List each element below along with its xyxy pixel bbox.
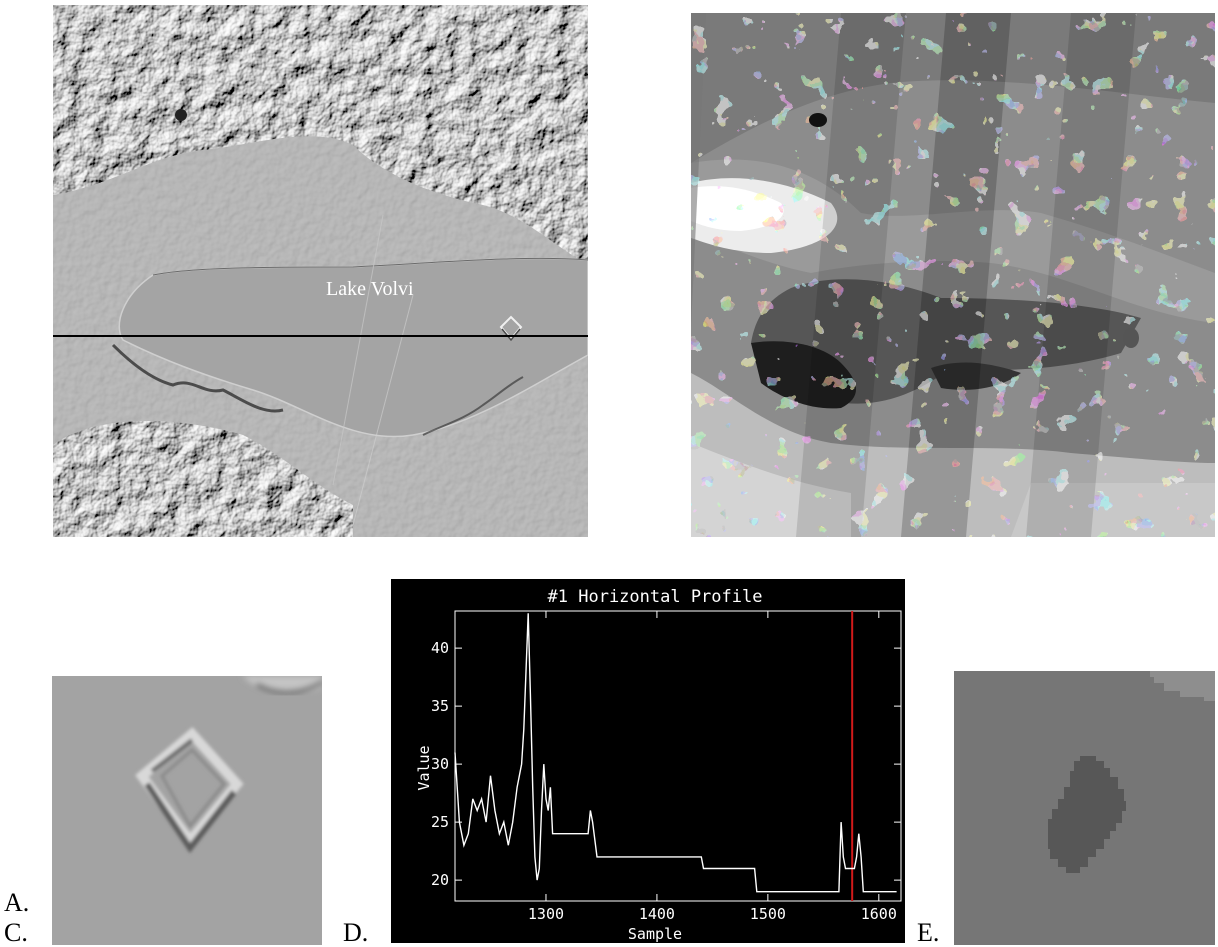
panel-b-image	[691, 13, 1215, 537]
y-axis-label: Value	[415, 745, 433, 790]
panel-e-label: E.	[917, 918, 940, 947]
y-tick-label: 30	[431, 755, 449, 773]
chart-title: #1 Horizontal Profile	[548, 587, 763, 607]
x-tick-label: 1500	[750, 905, 786, 923]
lake-volvi-label: Lake Volvi	[326, 278, 414, 300]
y-tick-label: 25	[431, 813, 449, 831]
profile-chart-svg: #1 Horizontal Profile Sample Value 1300 1…	[415, 587, 902, 943]
panel-a-label: A.	[4, 888, 30, 917]
panel-e-image	[954, 671, 1215, 945]
panel-c-label: C.	[4, 918, 28, 947]
profile-chart: #1 Horizontal Profile Sample Value 1300 1…	[391, 579, 905, 943]
y-tick-label: 20	[431, 871, 449, 889]
x-tick-label: 1300	[528, 905, 564, 923]
x-tick-label: 1600	[861, 905, 897, 923]
panel-d-label: D.	[343, 918, 369, 947]
y-tick-label: 40	[431, 639, 449, 657]
panel-c-image	[52, 676, 322, 945]
profile-series-line	[454, 613, 897, 893]
x-axis-label: Sample	[628, 925, 682, 943]
panel-a-image: Lake Volvi	[53, 5, 588, 537]
x-tick-label: 1400	[639, 905, 675, 923]
y-tick-label: 35	[431, 697, 449, 715]
